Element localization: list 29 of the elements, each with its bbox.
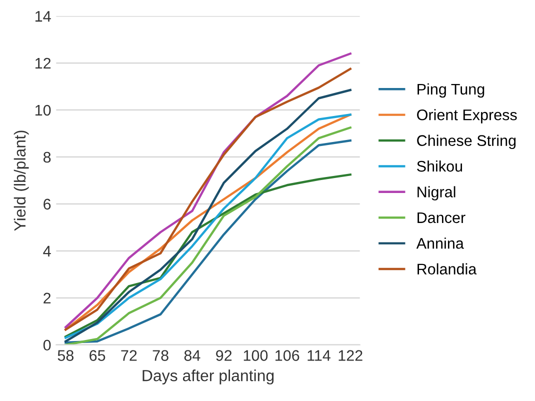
line-series xyxy=(64,173,352,338)
y-tick-label: 4 xyxy=(43,246,51,256)
y-tick-label: 2 xyxy=(44,292,51,304)
x-tick-label: 78 xyxy=(152,350,168,361)
x-tick-label: 100 xyxy=(244,350,268,361)
y-axis-title: Yield (lb/plant) xyxy=(14,130,29,231)
y-tick-label: 0 xyxy=(43,340,51,351)
legend-label: Ping Tung xyxy=(418,83,484,98)
legend-label: Orient Express xyxy=(417,109,517,124)
y-tick-label: 10 xyxy=(35,104,51,116)
legend-label: Dancer xyxy=(418,212,466,224)
legend-label: Annina xyxy=(416,238,464,249)
y-tick-label: 6 xyxy=(44,198,51,210)
x-tick-label: 106 xyxy=(276,350,300,361)
y-tick-label: 14 xyxy=(35,11,51,22)
x-tick-label: 65 xyxy=(90,350,106,361)
legend-label: Shikou xyxy=(417,160,462,172)
x-axis-title: Days after planting xyxy=(142,370,274,384)
legend-label: Chinese String xyxy=(417,134,516,150)
x-tick-label: 122 xyxy=(338,350,362,361)
x-tick-label: 58 xyxy=(58,350,74,361)
legend-label: Rolandia xyxy=(418,263,477,274)
legend-label: Nigral xyxy=(418,186,456,200)
x-tick-label: 114 xyxy=(308,350,330,361)
x-tick-label: 72 xyxy=(121,350,137,361)
x-tick-label: 84 xyxy=(184,350,200,361)
y-tick-label: 12 xyxy=(35,58,51,69)
y-tick-label: 8 xyxy=(43,152,51,163)
x-tick-label: 92 xyxy=(216,350,232,361)
